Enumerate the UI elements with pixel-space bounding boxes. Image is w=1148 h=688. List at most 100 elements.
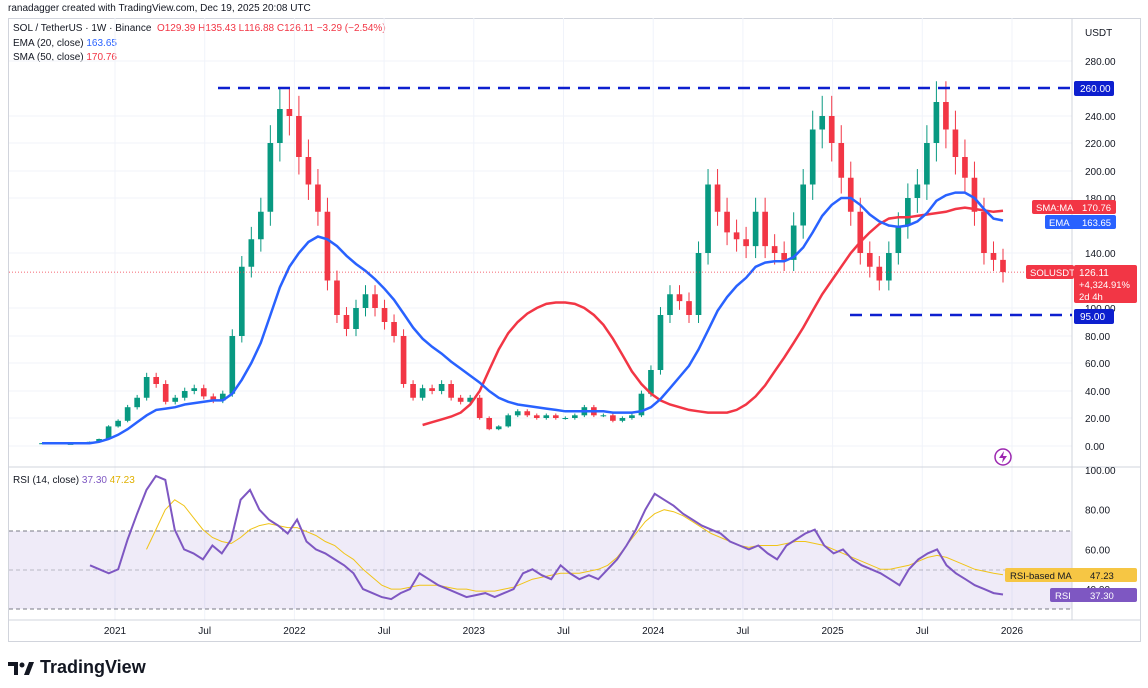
candle-body — [638, 393, 645, 416]
rsi-ma-legend-value: 47.23 — [109, 475, 135, 486]
rsi-tick: 100.00 — [1085, 466, 1116, 477]
price-tick: 60.00 — [1085, 359, 1110, 370]
candle-body — [334, 280, 340, 315]
sma-tag-bg — [1032, 200, 1116, 214]
candle-body — [105, 426, 112, 439]
candles-layer — [39, 81, 1006, 445]
tag-260-bg — [1074, 81, 1114, 96]
rsi-legend-value: 37.30 — [81, 475, 107, 486]
time-tick: Jul — [916, 626, 929, 637]
candle-body — [296, 116, 302, 157]
candle-body — [524, 411, 531, 416]
symbol-tag-bg — [1026, 265, 1074, 279]
candle-body — [181, 391, 188, 398]
candle-body — [933, 102, 940, 143]
price-tick: 20.00 — [1085, 414, 1110, 425]
candle-body — [429, 388, 435, 391]
candle-body — [248, 239, 255, 267]
time-tick: Jul — [557, 626, 570, 637]
sma-legend-label: SMA (50, close) — [13, 52, 84, 63]
candle-body — [752, 211, 759, 247]
sma-tag-value: 170.76 — [1082, 203, 1111, 214]
ema-legend-label: EMA (20, close) — [13, 38, 84, 49]
candle-body — [981, 211, 987, 253]
time-tick: Jul — [198, 626, 211, 637]
candle-body — [353, 308, 359, 329]
candle-body — [315, 184, 321, 212]
candle-body — [724, 211, 730, 233]
candle-body — [676, 294, 683, 302]
candle-body — [543, 415, 550, 418]
candle-body — [191, 388, 198, 391]
candle-body — [238, 266, 245, 336]
candle-body — [495, 426, 502, 430]
candle-body — [324, 211, 331, 281]
candle-body — [828, 116, 835, 143]
candle-body — [714, 184, 721, 212]
currency-label: USDT — [1085, 28, 1112, 39]
tradingview-logo[interactable]: TradingView — [8, 657, 146, 678]
candle-body — [648, 370, 654, 394]
candle-body — [847, 177, 854, 212]
ema-tag-label: EMA — [1049, 218, 1070, 229]
price-axis: 280.00240.00220.00200.00180.00140.00100.… — [1085, 57, 1116, 453]
tag-260: 260.00 — [1080, 84, 1111, 95]
candle-body — [657, 315, 664, 370]
candle-body — [410, 384, 416, 398]
candle-body — [457, 397, 464, 402]
price-tick: 40.00 — [1085, 387, 1110, 398]
candle-body — [438, 384, 445, 391]
ema-legend-value: 163.65 — [86, 38, 117, 49]
rsi-tag-value: 37.30 — [1090, 591, 1114, 602]
candle-body — [790, 225, 797, 260]
candle-body — [305, 157, 312, 185]
candle-body — [381, 308, 388, 322]
candle-body — [400, 336, 407, 384]
candle-body — [552, 415, 559, 418]
ema-line — [42, 191, 1004, 445]
rsi-ma-tag-bg — [1005, 568, 1137, 582]
rsi-tick: 60.00 — [1085, 545, 1110, 556]
candle-body — [162, 384, 169, 402]
time-tick: 2023 — [463, 626, 486, 637]
tradingview-logo-icon — [8, 661, 34, 675]
candle-body — [952, 129, 959, 157]
sma-line — [422, 206, 1004, 427]
sma-tag-label: SMA:MA — [1036, 203, 1074, 214]
candle-body — [448, 384, 454, 398]
candle-body — [943, 102, 949, 130]
candle-body — [467, 397, 473, 402]
price-tick: 280.00 — [1085, 57, 1116, 68]
candle-body — [514, 411, 521, 416]
candle-body — [1000, 259, 1006, 273]
candle-body — [695, 253, 702, 315]
price-tick: 200.00 — [1085, 167, 1116, 178]
lightning-icon[interactable] — [994, 448, 1012, 466]
last-price: 126.11 — [1079, 268, 1109, 279]
symbol-label: SOL / TetherUS · 1W · Binance — [13, 23, 152, 34]
ohlc-values: O129.39 H135.43 L116.88 C126.11 −3.29 (−… — [156, 23, 386, 34]
candle-body — [210, 396, 217, 401]
rsi-ma-tag-label: RSI-based MA — [1010, 571, 1072, 582]
candle-body — [895, 225, 902, 253]
time-tick: 2021 — [104, 626, 127, 637]
time-tick: 2025 — [821, 626, 844, 637]
candle-body — [343, 315, 350, 329]
tag-95-bg — [1074, 309, 1114, 324]
rsi-legend: RSI (14, close) 37.30 47.23 — [13, 475, 135, 486]
candle-body — [857, 211, 864, 253]
time-tick: 2024 — [642, 626, 665, 637]
rsi-ma-tag-value: 47.23 — [1090, 571, 1114, 582]
candle-body — [610, 415, 616, 421]
candle-body — [971, 177, 978, 212]
candle-body — [391, 322, 397, 336]
chart-frame — [8, 18, 1141, 642]
candle-body — [771, 246, 778, 253]
price-tick: 140.00 — [1085, 249, 1116, 260]
candle-body — [705, 184, 711, 253]
candle-body — [800, 184, 807, 226]
bar-countdown: 2d 4h — [1079, 292, 1103, 303]
candle-body — [819, 116, 826, 130]
candle-body — [905, 198, 911, 226]
